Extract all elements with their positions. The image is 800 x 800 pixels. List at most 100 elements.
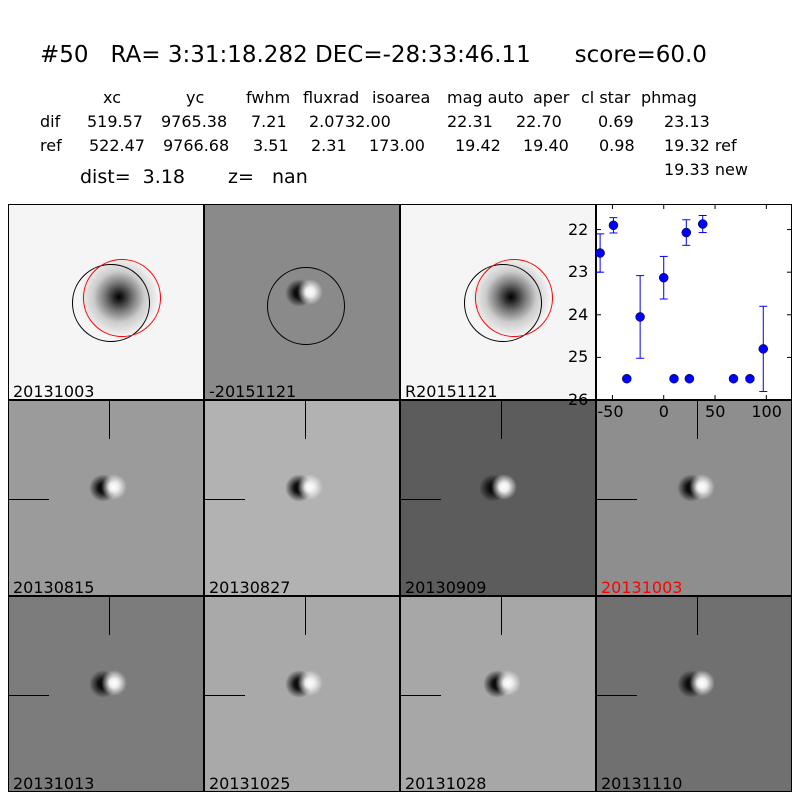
table-cell: 23.13	[664, 112, 710, 131]
data-point	[758, 344, 769, 354]
crosshair-vertical	[109, 401, 110, 439]
stamp-date-label: R20151121	[405, 382, 498, 400]
column-header: fluxrad	[303, 88, 360, 107]
crosshair-horizontal	[597, 695, 637, 696]
y-tick-label: 26	[568, 390, 589, 409]
plot-frame	[596, 204, 792, 400]
positive-residual	[689, 670, 715, 696]
x-tick-label: 50	[705, 402, 726, 421]
lightcurve-plot	[596, 204, 792, 400]
data-point	[728, 373, 739, 384]
image-stamp: 20130815	[8, 400, 204, 596]
column-header: phmag	[641, 88, 697, 107]
y-tick-label: 24	[568, 304, 589, 324]
red-aperture-circle	[475, 259, 553, 337]
data-point	[635, 312, 645, 322]
stamp-date-label: 20130909	[405, 578, 487, 596]
table-cell: 7.21	[251, 112, 287, 131]
image-stamp: 20131003	[8, 204, 204, 400]
image-stamp: 20131025	[204, 596, 400, 792]
column-header: yc	[186, 88, 205, 107]
positive-residual	[297, 670, 323, 696]
x-tick-label: 100	[751, 402, 782, 421]
stamp-date-label: 20131003	[601, 578, 683, 596]
data-point	[745, 373, 755, 384]
crosshair-horizontal	[597, 499, 637, 500]
crosshair-horizontal	[205, 499, 245, 500]
positive-residual	[297, 474, 323, 500]
data-point	[658, 272, 669, 283]
data-point	[608, 220, 619, 231]
crosshair-horizontal	[401, 695, 441, 696]
y-tick-label: 25	[568, 347, 589, 367]
stamp-date-label: -20151121	[209, 382, 297, 400]
table-cell: 19.32 ref	[664, 136, 737, 155]
image-stamp: 20131028	[400, 596, 596, 792]
y-tick-label: 22	[568, 219, 589, 239]
image-stamp: 20131110	[596, 596, 792, 792]
table-cell: 2.07	[309, 112, 345, 131]
image-stamp: 20130827	[204, 400, 400, 596]
crosshair-vertical	[501, 401, 502, 439]
stamp-date-label: 20131110	[601, 774, 683, 792]
table-cell: 19.40	[523, 136, 569, 155]
x-tick-label: -50	[597, 402, 624, 421]
row-label: dif	[40, 112, 61, 131]
table-cell: 32.00	[345, 112, 391, 131]
positive-residual	[101, 474, 127, 500]
stamp-date-label: 20131025	[209, 774, 291, 792]
positive-residual	[689, 474, 715, 500]
data-point	[622, 373, 632, 384]
stamp-date-label: 20131003	[13, 382, 95, 400]
black-aperture-circle	[267, 267, 345, 345]
crosshair-vertical	[305, 401, 306, 439]
x-tick-label: 0	[658, 402, 669, 421]
image-stamp: R20151121	[400, 204, 596, 400]
crosshair-horizontal	[401, 499, 441, 500]
crosshair-horizontal	[9, 695, 49, 696]
table-cell: 9765.38	[161, 112, 228, 131]
crosshair-vertical	[697, 597, 698, 635]
z-value: z= nan	[228, 166, 308, 188]
crosshair-horizontal	[9, 499, 49, 500]
phmag-new: 19.33 new	[664, 160, 748, 179]
table-cell: 519.57	[87, 112, 143, 131]
data-point	[669, 373, 679, 384]
column-header: cl star	[581, 88, 631, 107]
stamp-date-label: 20130827	[209, 578, 291, 596]
page-title: #50 RA= 3:31:18.282 DEC=-28:33:46.11 sco…	[40, 42, 707, 68]
positive-residual	[491, 474, 517, 500]
table-cell: 2.31	[311, 136, 347, 155]
data-point	[681, 227, 692, 238]
column-header: xc	[103, 88, 121, 107]
positive-residual	[101, 670, 127, 696]
image-stamp: 20130909	[400, 400, 596, 596]
data-point	[697, 219, 708, 229]
table-cell: 22.31	[447, 112, 493, 131]
table-cell: 0.69	[598, 112, 634, 131]
red-aperture-circle	[83, 259, 161, 337]
table-cell: 19.42	[455, 136, 501, 155]
column-header: isoarea	[372, 88, 431, 107]
crosshair-horizontal	[205, 695, 245, 696]
stamp-date-label: 20131013	[13, 774, 95, 792]
stamp-date-label: 20130815	[13, 578, 95, 596]
table-cell: 173.00	[369, 136, 425, 155]
table-cell: 9766.68	[163, 136, 230, 155]
crosshair-vertical	[305, 597, 306, 635]
table-cell: 22.70	[516, 112, 562, 131]
table-cell: 0.98	[599, 136, 635, 155]
table-cell: 3.51	[253, 136, 289, 155]
crosshair-vertical	[109, 597, 110, 635]
image-stamp: 20131013	[8, 596, 204, 792]
data-point	[596, 248, 605, 258]
y-tick-label: 23	[568, 262, 589, 282]
crosshair-vertical	[697, 401, 698, 439]
image-stamp: -20151121	[204, 204, 400, 400]
stamp-date-label: 20131028	[405, 774, 487, 792]
column-header: aper	[533, 88, 570, 107]
column-header: mag auto	[447, 88, 524, 107]
dist-value: dist= 3.18	[80, 166, 185, 188]
column-header: fwhm	[246, 88, 291, 107]
data-point	[684, 373, 695, 384]
